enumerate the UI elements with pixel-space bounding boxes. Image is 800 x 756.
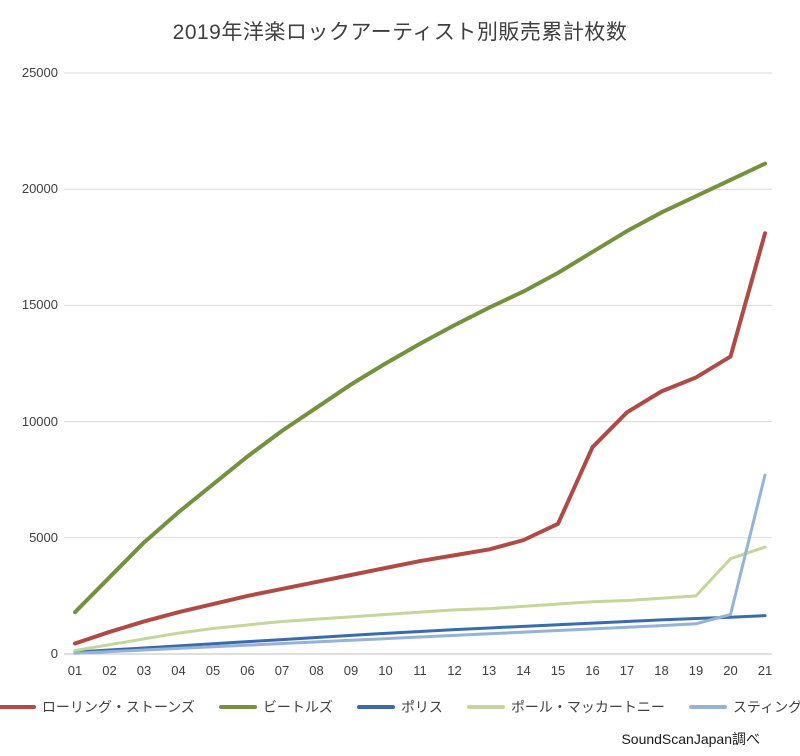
x-tick-label-11: 11 xyxy=(413,663,427,678)
legend-swatch-rolling-stones xyxy=(0,705,36,709)
y-tick-label-0: 0 xyxy=(50,646,58,661)
y-tick-label-15000: 15000 xyxy=(21,297,58,313)
x-tick-label-09: 09 xyxy=(343,663,359,678)
x-tick-label-14: 14 xyxy=(516,663,531,678)
legend-label-paul-mccartney: ポール・マッカートニー xyxy=(510,699,665,715)
source-attribution: SoundScanJapan調べ xyxy=(621,731,760,747)
y-tick-label-25000: 25000 xyxy=(21,65,58,80)
series-line-beatles xyxy=(73,161,767,615)
legend-swatch-paul-mccartney xyxy=(466,705,505,709)
x-tick-label-02: 02 xyxy=(102,663,117,678)
chart-title: 2019年洋楽ロックアーティスト別販売累計枚数 xyxy=(172,21,628,44)
legend-item-beatles: ビートルズ xyxy=(218,697,333,717)
series-line-rolling-stones xyxy=(73,231,767,646)
series-line-police xyxy=(73,614,767,654)
x-tick-label-04: 04 xyxy=(171,663,186,678)
x-tick-label-01: 01 xyxy=(67,663,83,678)
x-tick-label-21: 21 xyxy=(757,663,773,678)
legend-label-police: ポリス xyxy=(400,699,443,715)
x-tick-label-19: 19 xyxy=(688,663,704,678)
legend-item-police: ポリス xyxy=(356,697,443,717)
legend-swatch-beatles xyxy=(218,705,257,709)
x-tick-label-10: 10 xyxy=(378,663,393,678)
y-tick-label-10000: 10000 xyxy=(21,413,58,429)
legend-swatch-sting xyxy=(688,705,727,709)
x-tick-label-08: 08 xyxy=(309,663,324,678)
x-tick-label-20: 20 xyxy=(723,663,738,678)
series-line-sting xyxy=(73,473,767,655)
legend-item-sting: スティング xyxy=(688,697,800,717)
series-line-paul-mccartney xyxy=(73,545,767,653)
x-tick-label-17: 17 xyxy=(619,663,635,678)
x-tick-label-03: 03 xyxy=(136,663,152,678)
x-tick-label-05: 05 xyxy=(205,663,221,678)
x-tick-label-06: 06 xyxy=(240,663,255,678)
x-tick-label-12: 12 xyxy=(447,663,462,678)
plot-area xyxy=(64,72,772,655)
x-tick-label-16: 16 xyxy=(585,663,600,678)
legend-item-rolling-stones: ローリング・ストーンズ xyxy=(0,697,195,717)
legend-item-paul-mccartney: ポール・マッカートニー xyxy=(466,697,665,717)
legend-label-beatles: ビートルズ xyxy=(262,699,333,715)
x-tick-label-13: 13 xyxy=(481,663,497,678)
chart-legend: ローリング・ストーンズ ビートルズ ポリス ポール・マッカートニー スティング xyxy=(0,697,800,717)
x-tick-label-18: 18 xyxy=(654,663,669,678)
legend-label-sting: スティング xyxy=(732,699,800,715)
x-tick-label-07: 07 xyxy=(274,663,290,678)
legend-label-rolling-stones: ローリング・ストーンズ xyxy=(41,699,195,715)
x-tick-label-15: 15 xyxy=(550,663,566,678)
y-tick-label-5000: 5000 xyxy=(29,529,58,545)
legend-swatch-police xyxy=(356,705,395,709)
y-tick-label-20000: 20000 xyxy=(21,181,58,197)
